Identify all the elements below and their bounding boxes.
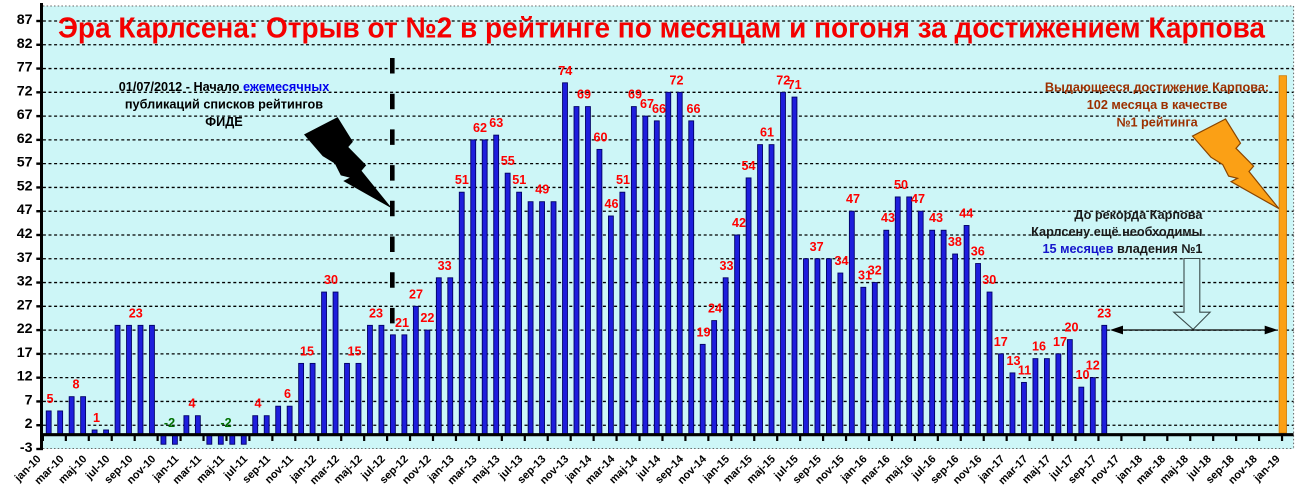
svg-text:5: 5 <box>46 392 53 406</box>
svg-text:32: 32 <box>17 274 33 290</box>
svg-text:30: 30 <box>324 273 338 287</box>
svg-text:37: 37 <box>17 250 33 266</box>
svg-text:Карлсену ещё необходимы: Карлсену ещё необходимы <box>1031 225 1202 239</box>
svg-text:62: 62 <box>17 131 33 147</box>
svg-text:57: 57 <box>17 155 33 171</box>
svg-text:36: 36 <box>971 245 985 259</box>
svg-text:67: 67 <box>640 97 654 111</box>
svg-text:102 месяца в качестве: 102 месяца в качестве <box>1087 98 1228 112</box>
svg-text:24: 24 <box>708 302 722 316</box>
svg-text:1: 1 <box>93 411 100 425</box>
svg-text:12: 12 <box>17 369 33 385</box>
svg-text:74: 74 <box>558 64 572 78</box>
svg-text:50: 50 <box>894 178 908 192</box>
svg-text:82: 82 <box>17 36 33 52</box>
svg-text:-3: -3 <box>20 440 33 456</box>
svg-text:27: 27 <box>409 287 423 301</box>
svg-text:43: 43 <box>881 211 895 225</box>
svg-text:15: 15 <box>300 344 314 358</box>
svg-text:20: 20 <box>1064 321 1078 335</box>
svg-text:44: 44 <box>959 206 973 220</box>
svg-text:До рекорда Карпова: До рекорда Карпова <box>1074 208 1203 222</box>
svg-text:52: 52 <box>17 178 33 194</box>
svg-text:27: 27 <box>17 297 33 313</box>
svg-text:51: 51 <box>616 173 630 187</box>
svg-text:77: 77 <box>17 60 33 76</box>
svg-text:66: 66 <box>652 102 666 116</box>
svg-text:16: 16 <box>1032 340 1046 354</box>
svg-text:7: 7 <box>25 392 33 408</box>
svg-text:30: 30 <box>982 273 996 287</box>
svg-text:01/07/2012 - Начало ежемесячны: 01/07/2012 - Начало ежемесячных <box>119 80 330 94</box>
svg-text:72: 72 <box>669 73 683 87</box>
svg-text:66: 66 <box>686 102 700 116</box>
svg-text:37: 37 <box>810 240 824 254</box>
svg-text:69: 69 <box>577 88 591 102</box>
svg-text:54: 54 <box>741 159 755 173</box>
svg-text:31: 31 <box>858 268 872 282</box>
svg-text:2: 2 <box>25 416 33 432</box>
svg-text:23: 23 <box>1097 306 1111 320</box>
svg-text:61: 61 <box>760 126 774 140</box>
svg-text:42: 42 <box>732 216 746 230</box>
svg-text:11: 11 <box>1018 363 1031 377</box>
svg-text:13: 13 <box>1006 354 1020 368</box>
svg-text:63: 63 <box>489 116 503 130</box>
svg-text:15: 15 <box>347 344 361 358</box>
svg-text:№1 рейтинга: №1 рейтинга <box>1116 116 1198 130</box>
svg-text:33: 33 <box>438 259 452 273</box>
svg-text:10: 10 <box>1075 368 1089 382</box>
svg-text:4: 4 <box>254 397 261 411</box>
svg-text:47: 47 <box>911 192 925 206</box>
svg-text:8: 8 <box>72 378 79 392</box>
svg-text:15 месяцев владения №1: 15 месяцев владения №1 <box>1042 242 1202 256</box>
svg-text:12: 12 <box>1086 359 1100 373</box>
svg-text:19: 19 <box>696 325 710 339</box>
svg-text:4: 4 <box>188 397 195 411</box>
svg-text:34: 34 <box>834 254 848 268</box>
svg-text:43: 43 <box>929 211 943 225</box>
svg-text:17: 17 <box>17 345 33 361</box>
svg-text:6: 6 <box>284 387 291 401</box>
svg-text:47: 47 <box>17 202 33 218</box>
svg-text:49: 49 <box>535 183 549 197</box>
svg-text:22: 22 <box>420 311 434 325</box>
svg-text:71: 71 <box>788 78 802 92</box>
svg-text:67: 67 <box>17 107 33 123</box>
svg-text:Эра Карлсена: Отрыв от №2 в ре: Эра Карлсена: Отрыв от №2 в рейтинге по … <box>58 13 1266 45</box>
svg-text:51: 51 <box>512 173 526 187</box>
svg-text:33: 33 <box>719 259 733 273</box>
svg-text:72: 72 <box>776 73 790 87</box>
svg-text:51: 51 <box>455 173 469 187</box>
svg-text:87: 87 <box>17 12 33 28</box>
svg-text:42: 42 <box>17 226 33 242</box>
svg-text:ФИДЕ: ФИДЕ <box>205 115 242 129</box>
svg-text:Выдающееся достижение Карпова:: Выдающееся достижение Карпова: <box>1045 81 1269 95</box>
svg-text:публикаций списков рейтингов: публикаций списков рейтингов <box>125 98 323 112</box>
svg-text:47: 47 <box>846 192 860 206</box>
svg-text:17: 17 <box>994 335 1008 349</box>
svg-text:17: 17 <box>1053 335 1067 349</box>
svg-text:55: 55 <box>501 154 515 168</box>
svg-text:32: 32 <box>868 264 882 278</box>
svg-text:60: 60 <box>593 130 607 144</box>
svg-text:-2: -2 <box>220 416 231 430</box>
svg-text:72: 72 <box>17 83 33 99</box>
svg-text:69: 69 <box>628 88 642 102</box>
svg-text:23: 23 <box>369 306 383 320</box>
svg-text:22: 22 <box>17 321 33 337</box>
svg-text:21: 21 <box>395 316 409 330</box>
svg-text:23: 23 <box>129 306 143 320</box>
svg-text:62: 62 <box>473 121 487 135</box>
svg-text:38: 38 <box>948 235 962 249</box>
svg-text:-2: -2 <box>164 416 175 430</box>
svg-text:46: 46 <box>604 197 618 211</box>
